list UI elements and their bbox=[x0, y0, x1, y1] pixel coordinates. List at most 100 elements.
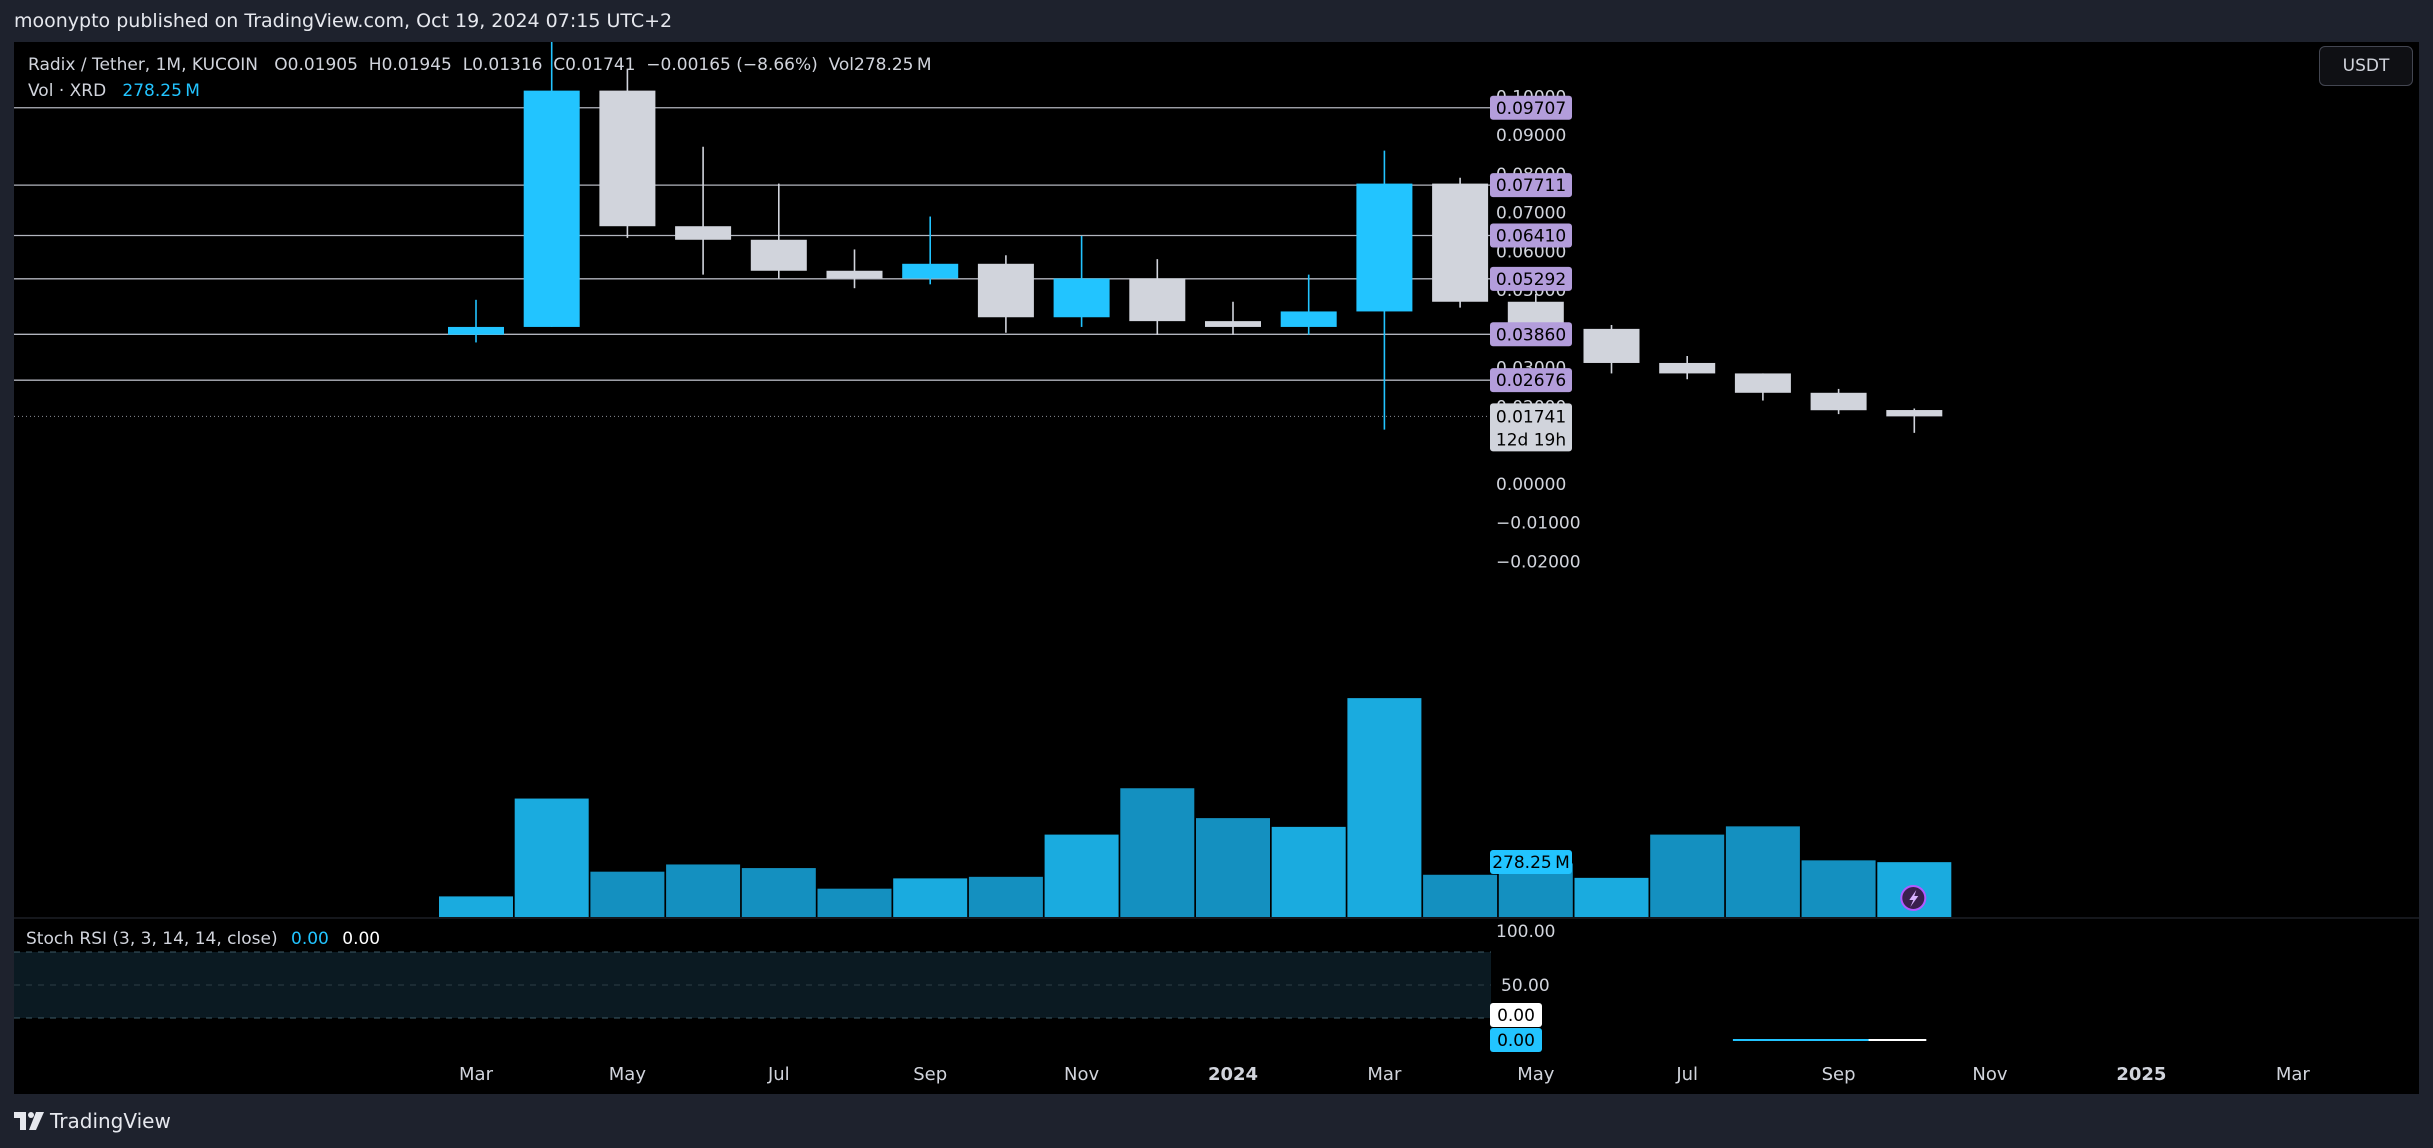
level-price-text: 0.02676 bbox=[1496, 371, 1566, 391]
tradingview-brand[interactable]: TradingView bbox=[50, 1109, 171, 1133]
volume-bar bbox=[741, 868, 816, 917]
price-labels: 0.09707 0.07711 0.06410 0.05292 0.03860 0.026… bbox=[1490, 95, 1572, 1052]
volume-bar bbox=[1347, 698, 1422, 917]
price-tick-label: −0.01000 bbox=[1496, 514, 1581, 534]
volume-bar bbox=[893, 878, 968, 917]
stoch-k-value: 0.00 bbox=[291, 929, 329, 949]
price-tick-label: 0.00000 bbox=[1496, 475, 1566, 495]
horizontal-levels bbox=[14, 107, 1491, 381]
candle-body bbox=[1659, 362, 1716, 374]
candle-body bbox=[1053, 278, 1110, 318]
chart-canvas[interactable]: 0.100000.090000.080000.070000.060000.050… bbox=[14, 42, 2419, 1094]
stoch-tick-label: 100.00 bbox=[1496, 922, 1555, 942]
volume-bar bbox=[1196, 818, 1270, 917]
stoch-rsi-pane bbox=[14, 917, 2419, 1041]
close-label: C bbox=[553, 55, 566, 75]
time-tick-label: 2024 bbox=[1208, 1064, 1258, 1085]
volume-bar bbox=[1423, 874, 1498, 917]
time-tick-label: Mar bbox=[459, 1064, 494, 1085]
publish-header: moonypto published on TradingView.com, O… bbox=[0, 0, 2433, 42]
vol-value: 278.25 M bbox=[854, 55, 932, 75]
stoch-k-tag bbox=[1490, 1028, 1542, 1052]
volume-bar bbox=[968, 876, 1043, 917]
tradingview-logo-icon[interactable] bbox=[14, 1110, 44, 1132]
candle-body bbox=[1280, 311, 1337, 327]
level-price-text: 0.06410 bbox=[1496, 227, 1566, 247]
candle-body bbox=[448, 326, 504, 335]
stoch-band bbox=[14, 952, 1491, 1018]
candle-body bbox=[523, 90, 580, 327]
volume-series-label[interactable]: Vol · XRD bbox=[28, 81, 107, 101]
close-value: 0.01741 bbox=[565, 55, 636, 75]
legend-volume-row: Vol · XRD 278.25 M bbox=[28, 78, 932, 104]
chart-legend: Radix / Tether, 1M, KUCOIN O0.01905 H0.0… bbox=[28, 52, 932, 104]
stoch-tick-label: 50.00 bbox=[1501, 976, 1550, 996]
lightning-bolt-icon bbox=[1909, 890, 1919, 907]
stoch-rsi-legend: Stoch RSI (3, 3, 14, 14, close) 0.00 0.0… bbox=[26, 929, 380, 949]
stoch-d-value: 0.00 bbox=[342, 929, 381, 949]
time-tick-label: Mar bbox=[2276, 1064, 2311, 1085]
level-price-tag bbox=[1490, 223, 1572, 248]
volume-bar bbox=[1725, 826, 1800, 917]
volume-bar bbox=[1574, 877, 1649, 917]
level-price-text: 0.07711 bbox=[1496, 176, 1566, 196]
publish-info: moonypto published on TradingView.com, O… bbox=[14, 10, 673, 32]
time-tick-label: May bbox=[609, 1064, 647, 1085]
candle-body bbox=[750, 239, 807, 271]
open-label: O bbox=[274, 55, 288, 75]
high-value: 0.01945 bbox=[381, 55, 452, 75]
candle-body bbox=[826, 270, 883, 279]
time-tick-label: Mar bbox=[1367, 1064, 1402, 1085]
volume-series-value: 278.25 M bbox=[122, 81, 200, 101]
price-tick-label: 0.07000 bbox=[1496, 204, 1566, 224]
candle-body bbox=[1810, 392, 1867, 411]
level-price-text: 0.09707 bbox=[1496, 99, 1566, 119]
stoch-rsi-label[interactable]: Stoch RSI (3, 3, 14, 14, close) bbox=[26, 929, 278, 949]
level-price-tag bbox=[1490, 322, 1572, 347]
volume-bar bbox=[1801, 860, 1876, 917]
price-tick-label: −0.02000 bbox=[1496, 552, 1581, 572]
volume-bar bbox=[1044, 834, 1119, 917]
chart-panel[interactable]: 0.100000.090000.080000.070000.060000.050… bbox=[14, 42, 2419, 1094]
currency-button[interactable]: USDT bbox=[2319, 46, 2413, 86]
symbol-title[interactable]: Radix / Tether, 1M, KUCOIN bbox=[28, 55, 259, 75]
time-tick-label: Nov bbox=[1064, 1064, 1099, 1085]
volume-bar bbox=[666, 864, 741, 917]
change-value: −0.00165 (−8.66%) bbox=[646, 55, 818, 75]
time-tick-label: May bbox=[1517, 1064, 1555, 1085]
last-price-tag bbox=[1490, 403, 1572, 452]
time-tick-label: Jul bbox=[767, 1064, 790, 1085]
level-price-tag bbox=[1490, 95, 1572, 120]
volume-bar bbox=[1650, 834, 1725, 917]
open-value: 0.01905 bbox=[287, 55, 358, 75]
candle-body bbox=[1734, 373, 1791, 393]
level-price-text: 0.03860 bbox=[1496, 325, 1566, 345]
level-price-tag bbox=[1490, 266, 1572, 291]
countdown-text: 12d 19h bbox=[1496, 430, 1566, 450]
candle-body bbox=[1129, 278, 1186, 322]
candle-body bbox=[1205, 321, 1261, 327]
candle-body bbox=[1432, 183, 1489, 302]
low-value: 0.01316 bbox=[472, 55, 543, 75]
volume-value-text: 278.25 M bbox=[1492, 853, 1570, 873]
stoch-d-tag-text: 0.00 bbox=[1497, 1006, 1535, 1026]
candles bbox=[448, 42, 1943, 433]
legend-ohlc-row: Radix / Tether, 1M, KUCOIN O0.01905 H0.0… bbox=[28, 52, 932, 78]
volume-value-tag bbox=[1490, 850, 1572, 874]
vol-label: Vol bbox=[828, 55, 855, 75]
footer: TradingView bbox=[0, 1094, 2433, 1148]
candle-body bbox=[977, 263, 1034, 318]
candle-body bbox=[675, 226, 732, 240]
volume-bar bbox=[590, 871, 665, 917]
volume-bar bbox=[1271, 826, 1346, 917]
time-axis: Mar May Jul Sep Nov 2024 Mar May Jul Sep Nov 2025 Ma… bbox=[459, 1064, 2310, 1085]
low-label: L bbox=[462, 55, 473, 75]
level-price-tag bbox=[1490, 173, 1572, 198]
volume-bar bbox=[817, 888, 892, 917]
level-price-tag bbox=[1490, 368, 1572, 393]
volume-bar bbox=[439, 896, 513, 917]
time-tick-label: Jul bbox=[1675, 1064, 1698, 1085]
volume-bar bbox=[1120, 788, 1195, 917]
time-tick-label: Sep bbox=[1822, 1064, 1856, 1085]
volume-bar bbox=[514, 798, 589, 917]
